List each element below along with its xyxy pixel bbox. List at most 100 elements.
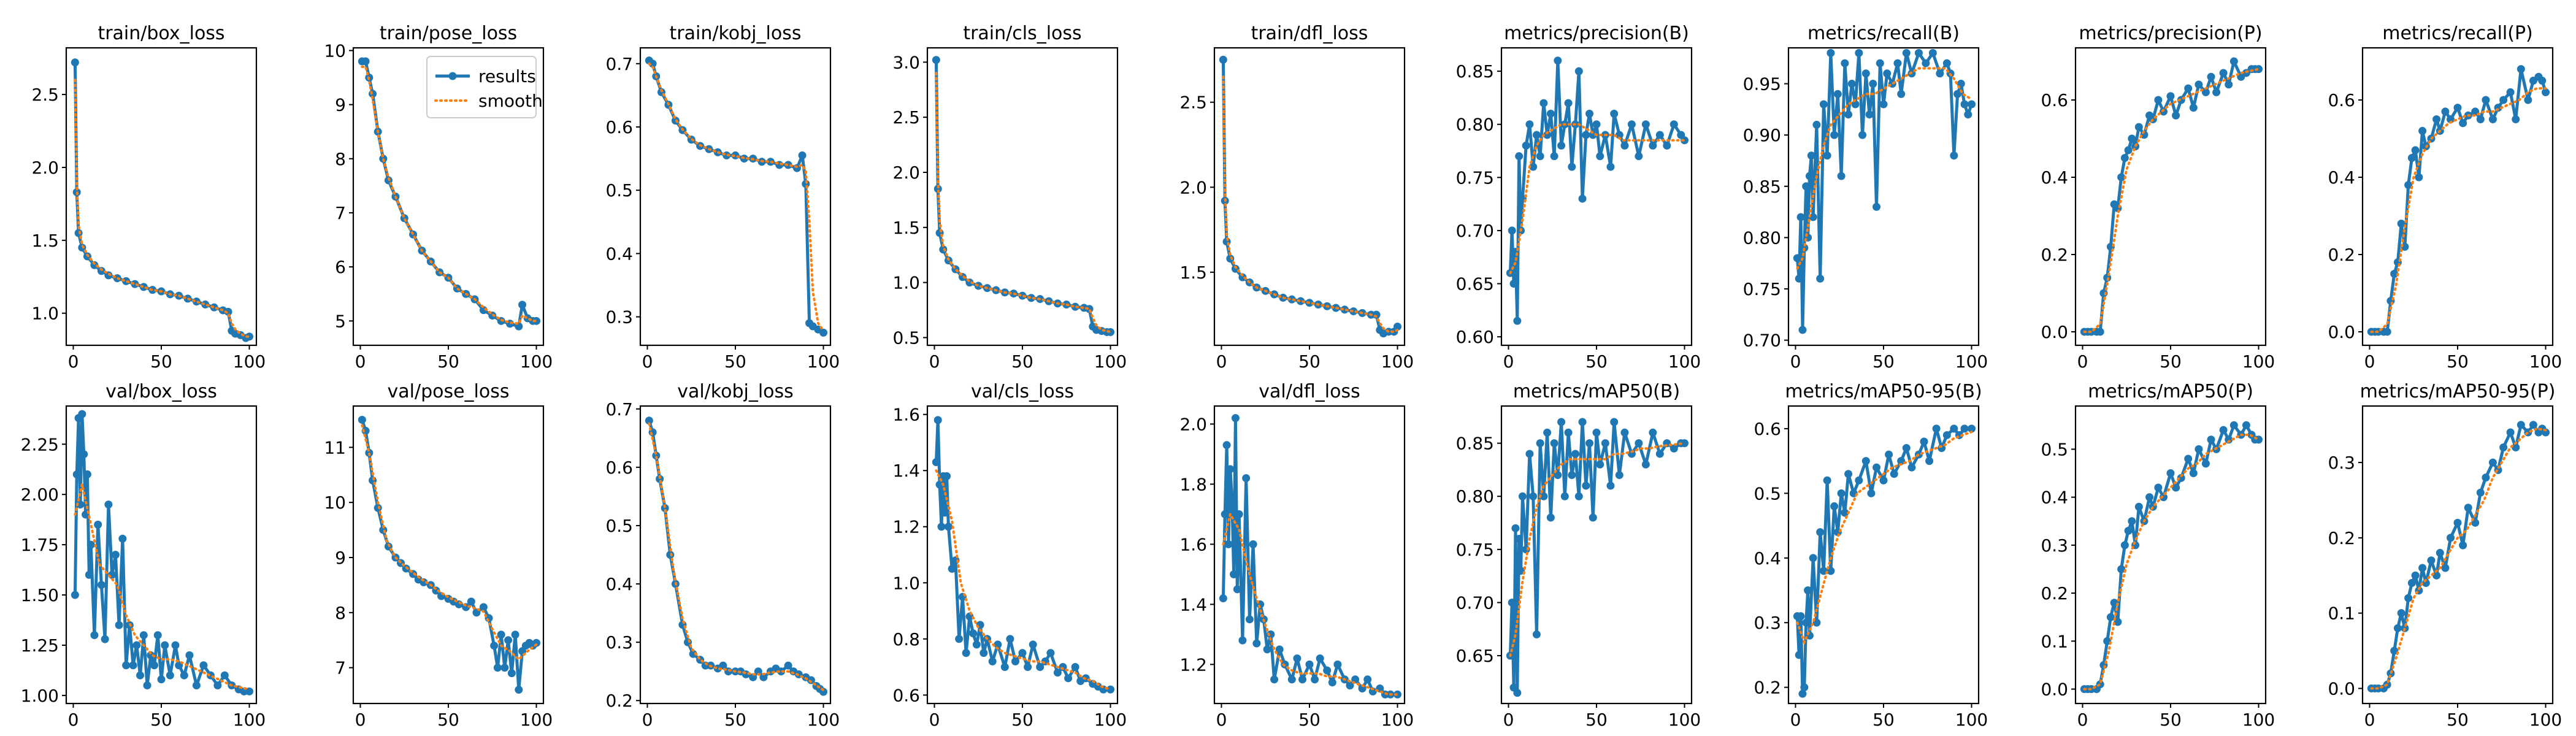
results-point <box>1805 172 1814 180</box>
x-tick-label: 100 <box>233 710 266 730</box>
results-point <box>2184 454 2193 463</box>
results-series-line <box>2084 423 2259 691</box>
results-point <box>988 657 997 665</box>
results-point <box>1953 90 1962 98</box>
results-point <box>1596 460 1604 469</box>
chart-title: val/dfl_loss <box>1259 381 1360 402</box>
results-point <box>2427 556 2436 565</box>
results-point <box>518 301 527 309</box>
x-tick-label: 0 <box>1503 351 1514 372</box>
results-point <box>1582 131 1590 139</box>
results-point <box>1960 424 1969 433</box>
results-point <box>1883 69 1892 78</box>
plot-frame <box>2361 405 2554 705</box>
results-point <box>153 631 162 640</box>
results-point <box>1812 120 1821 129</box>
results-point <box>1346 681 1354 690</box>
results-point <box>2128 517 2136 526</box>
x-tick-label: 50 <box>1873 351 1895 372</box>
x-tick-label: 0 <box>355 351 366 372</box>
results-point <box>2538 77 2547 85</box>
results-point <box>1635 439 1643 448</box>
x-tick-label: 0 <box>2364 351 2375 372</box>
chart-panel: metrics/mAP50-95(P) 0 50 100 0.0 0.1 0.2 0.3 <box>2328 381 2562 730</box>
y-tick-label: 9 <box>335 548 346 568</box>
results-point <box>1221 510 1229 518</box>
plot-frame <box>639 405 832 705</box>
results-point <box>1816 528 1825 537</box>
results-point <box>1053 669 1062 677</box>
x-tick-label: 50 <box>724 351 746 372</box>
results-point <box>2242 421 2250 429</box>
results-point <box>2407 579 2416 588</box>
x-tick-label: 50 <box>1011 710 1033 730</box>
results-point <box>72 470 81 478</box>
results-point <box>937 523 946 531</box>
results-point <box>1238 273 1247 282</box>
results-point <box>1536 152 1544 161</box>
results-point <box>1879 476 1888 485</box>
results-point <box>71 58 79 67</box>
results-point <box>719 661 727 670</box>
legend-results-label: results <box>478 66 536 86</box>
results-point <box>2117 565 2126 573</box>
results-point <box>2476 115 2485 124</box>
y-tick-label: 1.8 <box>1179 474 1207 494</box>
results-point <box>150 661 159 670</box>
y-tick-label: 0.2 <box>2041 245 2068 265</box>
smooth-series-line <box>648 422 825 692</box>
x-tick-label: 0 <box>1790 351 1801 372</box>
results-point <box>1333 660 1342 669</box>
results-point <box>1293 654 1301 663</box>
results-point <box>157 675 166 684</box>
chart-title: metrics/recall(P) <box>2382 23 2533 44</box>
results-point <box>1046 649 1055 657</box>
results-point <box>759 673 768 681</box>
results-point <box>2229 57 2238 66</box>
results-point <box>2512 115 2520 124</box>
results-point <box>1238 636 1247 645</box>
chart-panel: val/dfl_loss 0 50 100 1.2 1.4 1.6 1.8 2.0 <box>1179 381 1414 730</box>
results-point <box>1800 683 1809 692</box>
x-tick-label: 100 <box>807 351 840 372</box>
results-point <box>1606 481 1615 490</box>
results-point <box>122 277 131 285</box>
smooth-series-line <box>2083 67 2260 333</box>
results-point <box>2207 435 2215 444</box>
results-point <box>1592 428 1601 437</box>
results-point <box>1610 418 1619 426</box>
y-tick-label: 0.70 <box>1456 592 1494 613</box>
results-point <box>1793 254 1801 263</box>
results-point <box>1920 437 1928 446</box>
results-point <box>504 636 513 645</box>
legend: results smooth <box>426 56 543 118</box>
results-point <box>2166 469 2175 478</box>
results-point <box>1071 663 1079 672</box>
results-point <box>111 551 120 559</box>
results-point <box>1615 471 1623 480</box>
results-point <box>1907 463 1916 472</box>
y-tick-label: 2.5 <box>1179 93 1207 113</box>
results-point <box>515 686 523 694</box>
y-tick-label: 1.5 <box>1179 263 1207 283</box>
y-tick-label: 0.2 <box>605 691 633 711</box>
plot-frame <box>1213 47 1406 347</box>
x-tick-label: 100 <box>233 351 266 372</box>
results-point <box>2117 173 2126 182</box>
results-point <box>689 650 697 658</box>
results-point <box>1574 67 1583 75</box>
results-point <box>2212 88 2221 96</box>
y-tick-label: 1.4 <box>1179 594 1207 615</box>
y-tick-label: 1.75 <box>21 535 59 555</box>
y-tick-label: 0.90 <box>1743 125 1781 145</box>
y-tick-label: 0.2 <box>2328 528 2355 548</box>
y-tick-label: 0.3 <box>605 632 633 653</box>
results-point <box>1226 465 1235 473</box>
results-point <box>1018 649 1027 657</box>
results-point <box>1554 56 1562 65</box>
results-point <box>2154 483 2163 492</box>
chart-title: metrics/mAP50-95(P) <box>2360 381 2556 402</box>
results-point <box>139 631 148 640</box>
results-point <box>1893 59 1902 67</box>
results-point <box>2184 84 2193 93</box>
